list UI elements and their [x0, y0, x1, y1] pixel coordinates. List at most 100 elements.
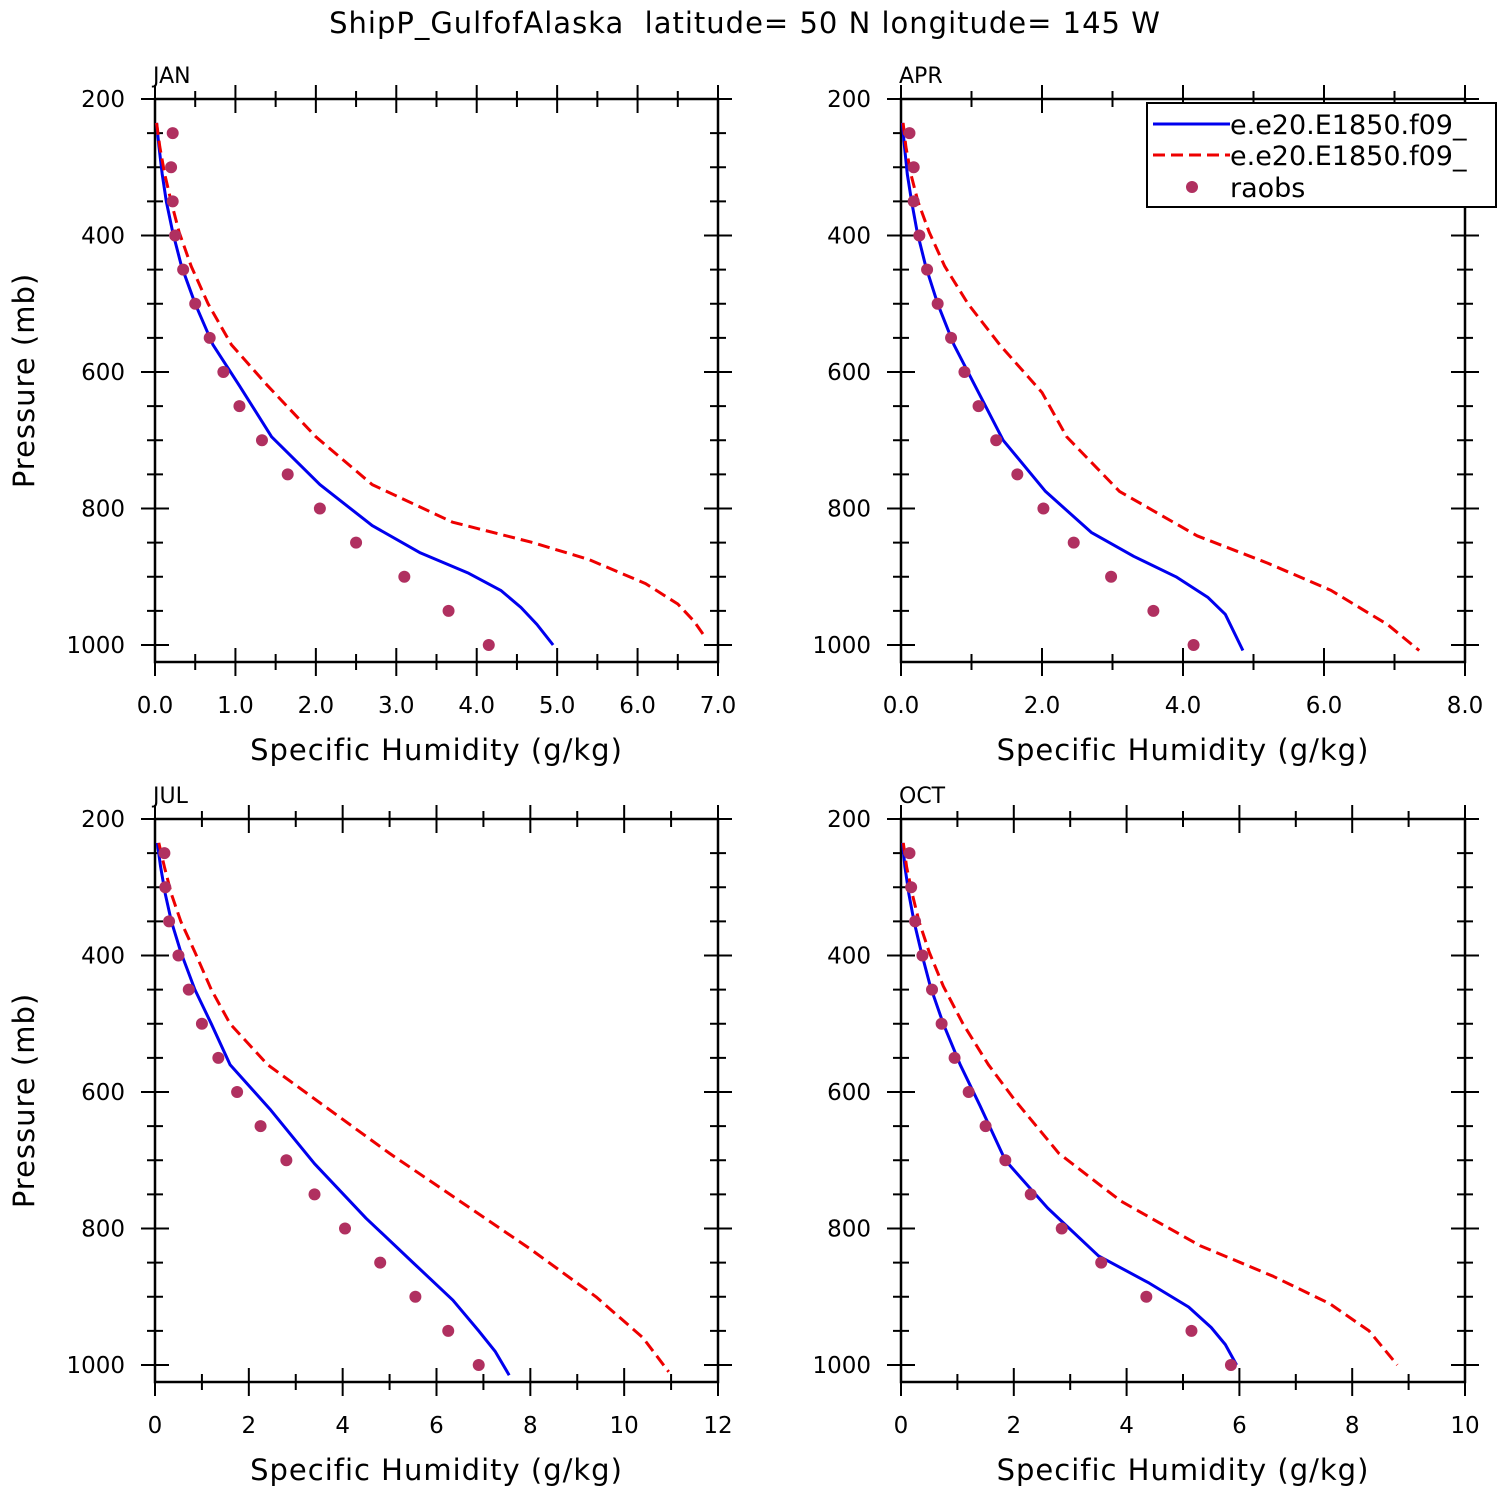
- x-tick-label: 2.0: [298, 693, 335, 719]
- x-tick-label: 4.0: [1165, 693, 1202, 719]
- legend-label: e.e20.E1850.f09_: [1230, 110, 1467, 141]
- raobs-point: [281, 468, 294, 481]
- y-tick-label: 1000: [812, 633, 871, 659]
- y-tick-label: 800: [827, 1217, 871, 1243]
- x-tick-label: 2.0: [1024, 693, 1061, 719]
- raobs-point: [903, 127, 916, 140]
- x-tick-label: 0: [894, 1413, 909, 1439]
- raobs-point: [442, 604, 455, 617]
- raobs-point: [1024, 1188, 1037, 1201]
- x-tick-label: 1.0: [217, 693, 254, 719]
- raobs-point: [182, 983, 195, 996]
- raobs-point: [159, 881, 172, 894]
- raobs-point: [921, 263, 934, 276]
- x-tick-label: 6.0: [1306, 693, 1343, 719]
- plot-frame: [899, 817, 1467, 1384]
- chart-panel-apr: APR 200 400 600 800 1000 0.0 2.0 4.0 6.0 8.0 Specif…: [812, 64, 1483, 767]
- model2-series-line: [157, 842, 670, 1373]
- raobs-point: [217, 366, 230, 378]
- x-axis-label: Specific Humidity (g/kg): [997, 733, 1370, 767]
- raobs-point: [990, 434, 1003, 447]
- raobs-point: [166, 195, 179, 208]
- y-axis-label: Pressure (mb): [7, 993, 41, 1208]
- x-tick-label: 4.0: [458, 693, 495, 719]
- y-tick-label: 600: [827, 1080, 871, 1106]
- raobs-point: [905, 881, 918, 894]
- y-tick-label: 200: [81, 807, 125, 833]
- chart-panel-oct: OCT 200 400 600 800 1000 0 2 4 6 8 10 Specific Humid…: [812, 784, 1479, 1487]
- raobs-point: [280, 1154, 293, 1167]
- raobs-point: [907, 161, 920, 174]
- y-tick-label: 600: [81, 1080, 125, 1106]
- raobs-point: [907, 195, 920, 208]
- plot-frame: [153, 817, 720, 1384]
- y-tick-label: 400: [81, 944, 125, 970]
- model1-series-line: [900, 122, 1245, 652]
- raobs-point: [903, 847, 916, 860]
- y-tick-label: 1000: [812, 1353, 871, 1379]
- raobs-point: [926, 983, 939, 996]
- raobs-point: [972, 400, 985, 413]
- model1-series-line: [901, 842, 1238, 1366]
- y-tick-label: 200: [827, 87, 871, 113]
- raobs-point: [166, 127, 179, 140]
- x-tick-label: 5.0: [539, 693, 576, 719]
- y-tick-label: 400: [827, 224, 871, 250]
- x-tick-label: 10: [1450, 1413, 1479, 1439]
- raobs-point: [916, 949, 929, 962]
- raobs-point: [931, 297, 944, 310]
- raobs-point: [158, 847, 171, 860]
- x-tick-label: 6.0: [619, 693, 656, 719]
- raobs-point: [1185, 1324, 1198, 1337]
- panel-label: APR: [899, 64, 943, 89]
- x-tick-label: 6: [429, 1413, 444, 1439]
- y-tick-label: 400: [827, 944, 871, 970]
- raobs-point: [255, 434, 268, 447]
- raobs-point: [1095, 1256, 1108, 1269]
- raobs-point: [231, 1086, 244, 1098]
- figure-title: ShipP_GulfofAlaska latitude= 50 N longit…: [329, 6, 1161, 40]
- raobs-point: [1187, 639, 1200, 651]
- raobs-point: [1224, 1359, 1237, 1371]
- raobs-point: [1140, 1290, 1153, 1303]
- x-tick-label: 6: [1232, 1413, 1247, 1439]
- x-tick-label: 8: [523, 1413, 538, 1439]
- x-tick-label: 4: [1119, 1413, 1134, 1439]
- raobs-point: [909, 915, 922, 928]
- raobs-point: [374, 1256, 387, 1269]
- legend-box: [1146, 102, 1497, 208]
- raobs-point: [169, 229, 182, 242]
- x-tick-label: 7.0: [700, 693, 737, 719]
- y-tick-label: 200: [827, 807, 871, 833]
- model2-series-line: [155, 122, 708, 640]
- y-axis-label: Pressure (mb): [7, 273, 41, 488]
- y-tick-label: 800: [81, 497, 125, 523]
- raobs-point: [913, 229, 926, 242]
- x-tick-label: 12: [703, 1413, 732, 1439]
- chart-panel-jul: JUL 200 400 600 800 1000 0 2 4 6 8 10 12 Specific Hum…: [7, 784, 733, 1487]
- x-tick-label: 8.0: [1447, 693, 1484, 719]
- y-tick-label: 800: [827, 497, 871, 523]
- panel-label: OCT: [899, 784, 946, 809]
- raobs-point: [935, 1017, 948, 1030]
- raobs-point: [313, 502, 326, 515]
- raobs-point: [482, 639, 495, 651]
- raobs-point: [472, 1359, 485, 1371]
- panel-label: JUL: [151, 784, 189, 809]
- raobs-point: [1037, 502, 1050, 515]
- raobs-point: [398, 570, 411, 583]
- panel-label: JAN: [151, 64, 191, 89]
- raobs-point: [195, 1017, 208, 1030]
- model1-series-line: [155, 842, 511, 1376]
- y-tick-label: 800: [81, 1217, 125, 1243]
- raobs-point: [189, 297, 202, 310]
- raobs-point: [339, 1222, 352, 1235]
- raobs-point: [979, 1120, 992, 1133]
- y-tick-label: 600: [827, 360, 871, 386]
- x-tick-label: 0.0: [137, 693, 174, 719]
- raobs-point: [203, 331, 216, 344]
- x-tick-label: 0: [148, 1413, 163, 1439]
- model2-series-line: [901, 842, 1399, 1366]
- legend: e.e20.E1850.f09_e.e20.E1850.f09_raobs: [1146, 102, 1497, 208]
